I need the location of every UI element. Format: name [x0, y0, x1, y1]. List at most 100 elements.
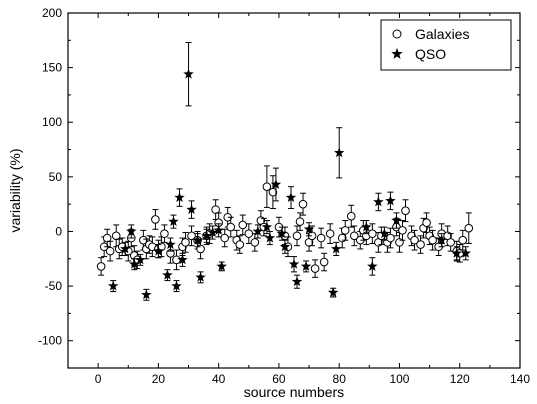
galaxy-point	[211, 205, 220, 214]
qso-point	[168, 216, 179, 227]
qso-point	[141, 289, 152, 300]
qso-point	[165, 239, 176, 250]
galaxy-point	[349, 231, 359, 241]
galaxy-point	[102, 233, 112, 243]
galaxy-point	[368, 229, 377, 238]
qso-point	[126, 225, 137, 236]
galaxy-point	[416, 240, 425, 249]
galaxy-point	[139, 235, 148, 245]
qso-point	[361, 221, 372, 232]
qso-point	[460, 247, 471, 258]
qso-point	[276, 228, 288, 239]
qso-point	[174, 192, 185, 203]
qso-point	[303, 223, 315, 234]
x-tick-label: 0	[95, 372, 102, 386]
series-qso	[107, 41, 471, 301]
galaxy-point	[319, 257, 329, 267]
y-tick-label: -100	[38, 334, 62, 348]
galaxy-point	[295, 217, 305, 226]
galaxy-point	[386, 233, 395, 243]
qso-point	[192, 234, 203, 245]
y-tick-label: 0	[55, 224, 62, 238]
qso-point	[153, 245, 164, 256]
galaxy-point	[181, 238, 190, 247]
x-axis-label: source numbers	[244, 384, 344, 400]
x-tick-label: 20	[152, 372, 166, 386]
axes: 0 20 40 60 80 100 120 140 -100 -50 0 50 100 150 200	[38, 6, 530, 386]
qso-point	[285, 192, 297, 203]
galaxy-point	[310, 264, 320, 273]
galaxy-point	[325, 229, 335, 238]
qso-point	[379, 228, 390, 239]
x-tick-label: 80	[333, 372, 347, 386]
galaxy-point	[422, 218, 431, 228]
galaxy-point	[262, 182, 272, 191]
y-tick-label: 100	[42, 115, 62, 129]
qso-point	[385, 195, 396, 206]
x-tick-label: 100	[389, 372, 409, 386]
galaxy-point	[172, 255, 181, 265]
legend-box	[380, 19, 512, 71]
qso-point	[261, 221, 273, 232]
galaxy-point	[160, 229, 169, 238]
galaxy-point	[111, 231, 121, 241]
legend-marker-galaxies	[392, 29, 402, 39]
qso-point	[451, 247, 462, 258]
galaxy-point	[238, 220, 248, 230]
y-tick-label: 50	[49, 170, 63, 184]
galaxy-point	[446, 238, 455, 247]
galaxy-point	[316, 233, 326, 243]
y-tick-label: -50	[45, 279, 63, 293]
galaxy-point	[292, 231, 302, 241]
galaxy-point	[458, 235, 468, 245]
qso-point	[367, 260, 378, 271]
qso-point	[279, 241, 291, 252]
qso-point	[300, 260, 312, 271]
qso-point	[391, 215, 402, 225]
qso-point	[107, 280, 119, 291]
galaxy-point	[244, 229, 254, 238]
series-galaxies	[96, 165, 474, 278]
qso-point	[171, 280, 182, 291]
qso-point	[129, 258, 140, 269]
qso-point	[216, 260, 227, 271]
qso-point	[436, 234, 447, 245]
qso-point	[162, 269, 173, 280]
galaxy-point	[410, 235, 419, 245]
x-tick-label: 120	[450, 372, 470, 386]
qso-point	[186, 204, 197, 215]
qso-point	[291, 276, 303, 287]
qso-point	[177, 254, 188, 265]
plot-frame	[67, 12, 521, 369]
chart-marks	[96, 41, 474, 301]
legend: Galaxies QSO	[380, 19, 512, 71]
qso-point	[135, 254, 146, 265]
galaxy-point	[250, 238, 260, 247]
qso-point	[213, 224, 224, 235]
galaxy-point	[226, 222, 236, 232]
qso-point	[120, 243, 131, 254]
galaxy-point	[187, 231, 196, 241]
galaxy-point	[96, 262, 106, 271]
qso-point	[373, 196, 384, 207]
qso-point	[330, 243, 342, 254]
y-axis-label: variability (%)	[7, 148, 23, 232]
galaxy-point	[151, 215, 160, 224]
qso-point	[207, 227, 218, 237]
legend-marker-qso	[391, 48, 403, 59]
qso-point	[252, 225, 264, 236]
galaxy-point	[401, 206, 410, 216]
y-tick-label: 200	[42, 6, 62, 20]
galaxy-point	[298, 199, 308, 209]
y-tick-label: 150	[42, 61, 62, 75]
galaxy-point	[340, 226, 350, 235]
qso-point	[270, 178, 282, 189]
qso-point	[264, 232, 276, 243]
x-tick-label: 140	[510, 372, 530, 386]
x-tick-label: 60	[272, 372, 286, 386]
galaxy-point	[235, 240, 245, 249]
galaxy-point	[464, 223, 474, 233]
x-tick-label: 40	[212, 372, 226, 386]
qso-point	[327, 287, 339, 298]
